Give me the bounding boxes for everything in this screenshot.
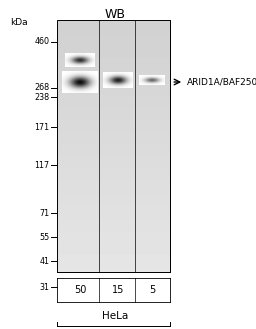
Text: 268: 268 bbox=[34, 84, 49, 92]
Text: 5: 5 bbox=[149, 285, 155, 295]
Text: 238: 238 bbox=[34, 92, 49, 102]
Bar bbox=[57, 20, 170, 272]
Text: 460: 460 bbox=[34, 38, 49, 46]
Text: ARID1A/BAF250: ARID1A/BAF250 bbox=[187, 78, 256, 87]
Text: 55: 55 bbox=[39, 233, 49, 241]
Text: 117: 117 bbox=[34, 161, 49, 169]
Text: 41: 41 bbox=[39, 257, 49, 266]
Text: HeLa: HeLa bbox=[102, 311, 128, 321]
Text: WB: WB bbox=[104, 8, 125, 21]
Bar bbox=[57, 20, 170, 272]
Text: 31: 31 bbox=[39, 283, 49, 291]
Text: 15: 15 bbox=[112, 285, 124, 295]
Text: kDa: kDa bbox=[10, 18, 28, 27]
Text: 71: 71 bbox=[39, 209, 49, 217]
Text: 171: 171 bbox=[34, 122, 49, 132]
Text: 50: 50 bbox=[74, 285, 86, 295]
